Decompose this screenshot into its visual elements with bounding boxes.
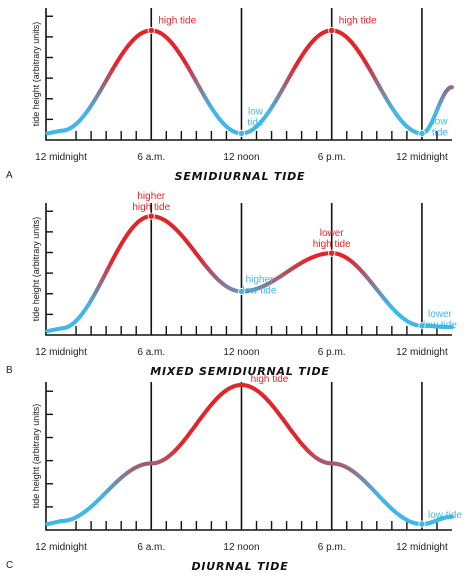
tide-panel: high tide low tide high tide low tide 12 midni… (6, 8, 454, 183)
x-tick-label: 12 midnight (396, 152, 448, 163)
low-tide-marker (237, 287, 246, 296)
low-tide-label: low tide (428, 510, 462, 521)
low-tide-marker (418, 322, 426, 330)
x-tick-label: 6 a.m. (137, 347, 165, 358)
x-tick-label: 6 p.m. (318, 347, 346, 358)
axes (45, 382, 452, 531)
x-tick-label: 12 midnight (396, 542, 448, 553)
low-tide-marker (418, 520, 426, 528)
high-tide-label: higher high tide (132, 191, 170, 213)
x-tick-label: 6 a.m. (137, 152, 165, 163)
x-tick-label: 6 p.m. (318, 152, 346, 163)
x-tick-label: 6 a.m. (137, 542, 165, 553)
tide-panel: high tide low tide 12 midnight 6 a.m. 12 noo… (6, 374, 462, 573)
x-tick-label: 12 midnight (35, 152, 87, 163)
low-tide-marker (418, 129, 426, 137)
panel-title: DIURNAL TIDE (191, 560, 288, 573)
high-tide-label: lower high tide (313, 228, 351, 250)
axes (45, 8, 452, 141)
low-tide-marker (237, 129, 246, 137)
high-tide-marker (328, 249, 336, 257)
tide-curve-segment (45, 128, 64, 136)
high-tide-marker (328, 26, 336, 35)
x-tick-label: 12 midnight (35, 347, 87, 358)
y-axis-title: tide height (arbitrary units) (31, 22, 41, 127)
low-tide-label: low tide (247, 106, 264, 128)
x-tick-label: 12 noon (223, 347, 259, 358)
tide-curve-segment (45, 519, 64, 527)
panel-letter: B (6, 365, 13, 376)
tide-panel: higher high tide higher low tide lower high t… (6, 191, 457, 378)
x-tick-label: 12 noon (223, 542, 259, 553)
axes (45, 203, 452, 336)
y-axis-title: tide height (arbitrary units) (31, 404, 41, 509)
high-tide-label: high tide (251, 374, 289, 385)
x-tick-label: 12 noon (223, 152, 259, 163)
high-tide-label: high tide (158, 15, 196, 26)
x-tick-label: 12 midnight (396, 347, 448, 358)
panel-letter: C (6, 560, 13, 571)
y-axis-title: tide height (arbitrary units) (31, 217, 41, 322)
x-tick-label: 6 p.m. (318, 542, 346, 553)
high-tide-marker (147, 212, 155, 220)
high-tide-label: high tide (339, 15, 377, 26)
panel-letter: A (6, 170, 13, 181)
tide-curve-segment (45, 326, 64, 334)
panel-title: SEMIDIURNAL TIDE (175, 170, 306, 183)
low-tide-label: low tide (432, 116, 449, 138)
x-tick-label: 12 midnight (35, 542, 87, 553)
low-tide-label: higher low tide (243, 274, 277, 296)
low-tide-label: lower low tide (423, 309, 457, 331)
high-tide-marker (147, 26, 155, 35)
panel-title: MIXED SEMIDIURNAL TIDE (150, 365, 330, 378)
